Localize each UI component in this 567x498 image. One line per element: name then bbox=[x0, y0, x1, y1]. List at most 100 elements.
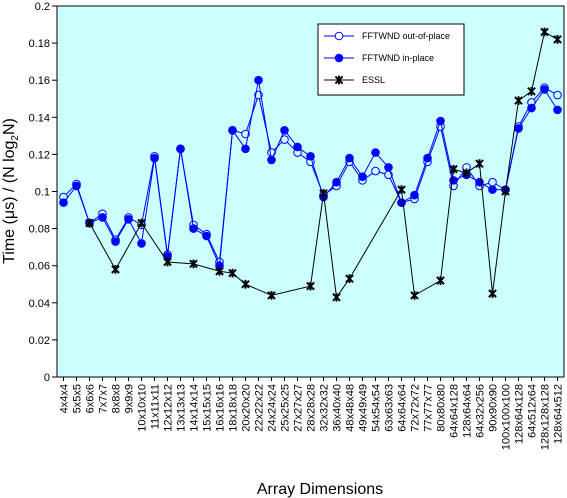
x-tick-label: 64x64x128 bbox=[449, 384, 461, 438]
data-point-filled-circle bbox=[59, 198, 68, 207]
x-tick-label: 6x6x6 bbox=[85, 384, 97, 413]
data-point-star bbox=[410, 290, 419, 300]
series-essl bbox=[85, 27, 562, 302]
x-tick-label: 32x32x32 bbox=[319, 384, 331, 432]
x-tick-label: 128x64x512 bbox=[553, 384, 565, 444]
x-tick-label: 63x63x63 bbox=[384, 384, 396, 432]
data-point-star bbox=[189, 259, 198, 269]
data-point-star bbox=[228, 268, 237, 278]
x-tick-label: 13x13x13 bbox=[176, 384, 188, 432]
x-tick-label: 54x54x54 bbox=[371, 384, 383, 432]
y-tick-label: 0.02 bbox=[29, 335, 50, 347]
x-tick-label: 128x64x128 bbox=[514, 384, 526, 444]
data-point-filled-circle bbox=[176, 144, 185, 154]
x-tick-label: 4x4x4 bbox=[59, 384, 71, 413]
data-point-filled-circle bbox=[475, 177, 484, 187]
data-point-star bbox=[319, 188, 328, 198]
y-tick-label: 0.14 bbox=[29, 112, 50, 124]
data-point-filled-circle bbox=[150, 153, 159, 163]
y-axis-title-main: Time (μs) / (N log bbox=[1, 141, 18, 264]
x-tick-label: 128x128x128 bbox=[540, 384, 552, 450]
x-tick-label: 20x20x20 bbox=[241, 384, 253, 432]
y-axis-title-tail: N) bbox=[1, 118, 18, 135]
x-tick-label: 22x22x22 bbox=[254, 384, 266, 432]
legend-marker bbox=[334, 75, 344, 85]
legend-item: FFTWND out-of-place bbox=[324, 31, 450, 41]
x-tick-label: 14x14x14 bbox=[189, 384, 201, 432]
data-point-filled-circle bbox=[436, 116, 445, 126]
data-point-star bbox=[267, 290, 276, 300]
x-tick-label: 28x28x28 bbox=[306, 384, 318, 432]
y-tick-label: 0 bbox=[44, 372, 50, 384]
data-point-filled-circle bbox=[358, 172, 367, 181]
x-tick-label: 16x16x16 bbox=[215, 384, 227, 432]
x-tick-label: 90x90x90 bbox=[488, 384, 500, 432]
x-tick-label: 25x25x25 bbox=[280, 384, 292, 432]
data-point-star bbox=[137, 218, 146, 228]
x-tick-label: 48x48x48 bbox=[345, 384, 357, 432]
data-point-filled-circle bbox=[111, 237, 120, 246]
plot-area bbox=[56, 5, 565, 378]
data-point-filled-circle bbox=[488, 185, 497, 194]
x-tick-label: 36x40x40 bbox=[332, 384, 344, 432]
x-tick-label: 64x32x256 bbox=[475, 384, 487, 438]
data-point-filled-circle bbox=[189, 224, 198, 233]
x-tick-label: 128x64x64 bbox=[462, 384, 474, 438]
legend-item: FFTWND in-place bbox=[324, 53, 434, 63]
legend: FFTWND out-of-place FFTWND in-place ESSL bbox=[317, 23, 465, 96]
y-axis-title: Time (μs) / (N log2N) bbox=[1, 118, 21, 264]
x-tick-label: 9x9x9 bbox=[124, 384, 136, 413]
x-tick-label: 11x11x11 bbox=[150, 384, 162, 429]
data-point-filled-circle bbox=[254, 75, 263, 85]
legend-item: ESSL bbox=[324, 75, 385, 85]
data-point-filled-circle bbox=[553, 105, 562, 115]
x-axis: 4x4x4 5x5x5 6x6x6 7x7x7 8x8x8 9x9x9 10x10x10 11… bbox=[59, 377, 565, 450]
data-point-filled-circle bbox=[371, 148, 380, 157]
data-point-open-circle bbox=[241, 129, 250, 139]
x-tick-label: 80x80x80 bbox=[436, 384, 448, 432]
data-point-filled-circle bbox=[137, 239, 146, 248]
x-tick-label: 10x10x10 bbox=[137, 384, 149, 432]
x-tick-label: 64x64x64 bbox=[397, 384, 409, 432]
data-point-filled-circle bbox=[449, 176, 458, 185]
data-point-filled-circle bbox=[410, 190, 419, 200]
data-point-star bbox=[462, 168, 471, 178]
data-point-star bbox=[163, 257, 172, 267]
data-point-filled-circle bbox=[345, 153, 354, 163]
data-point-star bbox=[488, 289, 497, 298]
x-tick-label: 72x72x72 bbox=[410, 384, 422, 432]
data-point-star bbox=[332, 292, 341, 302]
legend-marker bbox=[334, 31, 344, 41]
data-point-filled-circle bbox=[397, 198, 406, 207]
x-tick-label: 27x27x27 bbox=[293, 384, 305, 432]
data-point-star bbox=[449, 164, 458, 174]
data-point-open-circle bbox=[488, 177, 497, 187]
y-axis-title-subscript: 2 bbox=[10, 135, 21, 141]
data-point-star bbox=[306, 281, 315, 291]
data-point-open-circle bbox=[553, 90, 562, 100]
data-point-star bbox=[475, 159, 484, 169]
y-tick-label: 0.12 bbox=[29, 149, 50, 161]
legend-label: FFTWND in-place bbox=[362, 53, 434, 63]
data-point-star bbox=[527, 86, 536, 96]
data-point-star bbox=[215, 266, 224, 276]
x-tick-label: 24x24x24 bbox=[267, 384, 279, 432]
data-point-filled-circle bbox=[98, 213, 107, 222]
data-point-star bbox=[514, 96, 523, 106]
x-axis-title: Array Dimensions bbox=[257, 481, 383, 498]
data-point-filled-circle bbox=[202, 231, 211, 241]
data-point-filled-circle bbox=[228, 125, 237, 135]
x-tick-label: 77x77x77 bbox=[423, 384, 435, 432]
data-point-filled-circle bbox=[540, 85, 549, 94]
x-tick-label: 8x8x8 bbox=[111, 384, 123, 413]
y-axis: 0 0.02 0.04 0.06 0.08 0.1 0.12 0.14 0.16 0.18 0.2 bbox=[29, 1, 57, 384]
y-tick-label: 0.18 bbox=[29, 38, 50, 50]
data-point-filled-circle bbox=[384, 163, 393, 172]
data-point-filled-circle bbox=[332, 177, 341, 187]
legend-label: ESSL bbox=[362, 75, 385, 85]
data-point-filled-circle bbox=[267, 155, 276, 165]
data-point-star bbox=[241, 279, 250, 289]
data-point-star bbox=[501, 187, 510, 196]
